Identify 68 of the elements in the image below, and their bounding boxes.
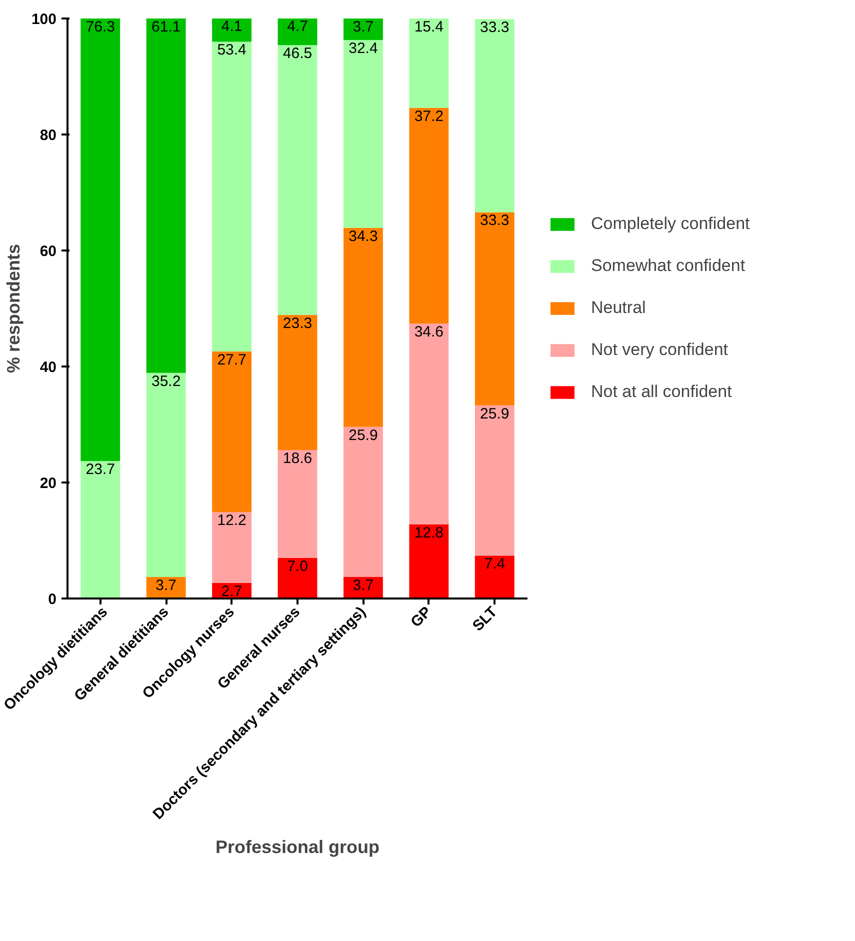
data-label: 12.8 xyxy=(414,524,444,542)
data-label: 23.3 xyxy=(282,314,312,332)
bar xyxy=(146,18,186,373)
bar xyxy=(409,108,449,324)
data-label: 33.3 xyxy=(480,212,510,230)
bar xyxy=(474,405,514,556)
data-label: 4.7 xyxy=(287,18,308,35)
y-tick-label: 40 xyxy=(40,359,57,376)
legend-label: Completely confident xyxy=(591,214,750,234)
data-label: 15.4 xyxy=(414,18,444,36)
y-tick-label: 0 xyxy=(48,591,56,608)
bar xyxy=(278,314,318,450)
data-label: 27.7 xyxy=(217,351,246,368)
data-label: 25.9 xyxy=(348,426,378,444)
data-label: 34.3 xyxy=(348,228,378,245)
legend-label: Neutral xyxy=(591,298,646,318)
data-label: 35.2 xyxy=(151,372,181,390)
bar xyxy=(474,556,514,598)
data-label: 18.6 xyxy=(282,450,312,468)
bar xyxy=(80,461,120,598)
y-tick-label: 20 xyxy=(40,475,57,492)
data-label: 37.2 xyxy=(414,108,444,125)
bar xyxy=(212,42,252,352)
bar xyxy=(278,558,318,598)
y-tick-label: 100 xyxy=(31,11,57,28)
bar xyxy=(344,228,383,427)
data-label: 7.4 xyxy=(484,556,506,573)
bar xyxy=(409,524,449,598)
data-label: 46.5 xyxy=(282,45,312,62)
data-label: 12.2 xyxy=(217,512,246,530)
legend-label: Somewhat confident xyxy=(591,256,746,276)
bar xyxy=(344,426,383,578)
legend-label: Not at all confident xyxy=(591,382,732,402)
y-tick-label: 60 xyxy=(40,243,57,260)
data-label: 25.9 xyxy=(480,405,510,422)
data-label: 2.7 xyxy=(221,582,242,600)
bar xyxy=(212,512,252,583)
bar xyxy=(80,18,120,462)
bar xyxy=(146,372,186,578)
data-label: 3.7 xyxy=(156,577,177,594)
bar xyxy=(474,19,514,212)
bar xyxy=(409,324,449,524)
bar xyxy=(278,18,318,46)
data-label: 3.7 xyxy=(352,577,374,594)
bar xyxy=(212,351,252,512)
data-label: 76.3 xyxy=(86,18,115,36)
data-label: 4.1 xyxy=(221,18,242,35)
legend-label: Not very confident xyxy=(591,340,728,360)
data-label: 61.1 xyxy=(151,18,181,36)
data-label: 3.7 xyxy=(352,18,374,36)
data-label: 33.3 xyxy=(480,19,510,36)
y-tick-label: 80 xyxy=(40,127,57,144)
bar xyxy=(278,45,318,315)
data-label: 34.6 xyxy=(414,324,444,341)
bar xyxy=(344,40,383,228)
data-label: 32.4 xyxy=(348,40,378,57)
bar xyxy=(409,18,449,108)
x-axis-title: Professional group xyxy=(215,836,380,857)
bar xyxy=(474,212,514,406)
data-label: 23.7 xyxy=(86,461,115,478)
bar xyxy=(344,18,383,40)
bar xyxy=(212,18,252,42)
x-tick-label: GP xyxy=(408,603,435,631)
x-tick-label: SLT xyxy=(469,603,501,635)
y-axis-title: % respondents xyxy=(3,244,24,374)
bar xyxy=(278,450,318,558)
data-label: 53.4 xyxy=(217,42,246,59)
data-label: 7.0 xyxy=(287,558,308,575)
